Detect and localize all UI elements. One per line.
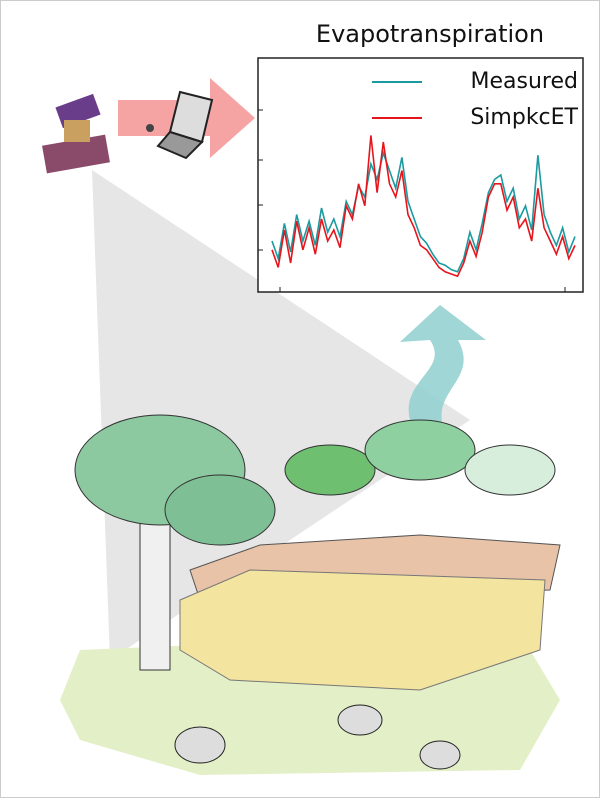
plot: Measured SimpkcET [271,69,579,278]
series-line [271,150,576,273]
legend-label: SimpkcET [470,105,578,130]
ticks [258,109,566,292]
chart-title: Evapotranspiration [316,20,544,48]
plot-frame [257,57,584,293]
satellite [42,93,110,174]
landscape [60,414,561,775]
legend-label: Measured [471,69,578,94]
vapor-arrow [400,305,486,430]
laptop [146,90,214,160]
series-line [271,135,576,278]
